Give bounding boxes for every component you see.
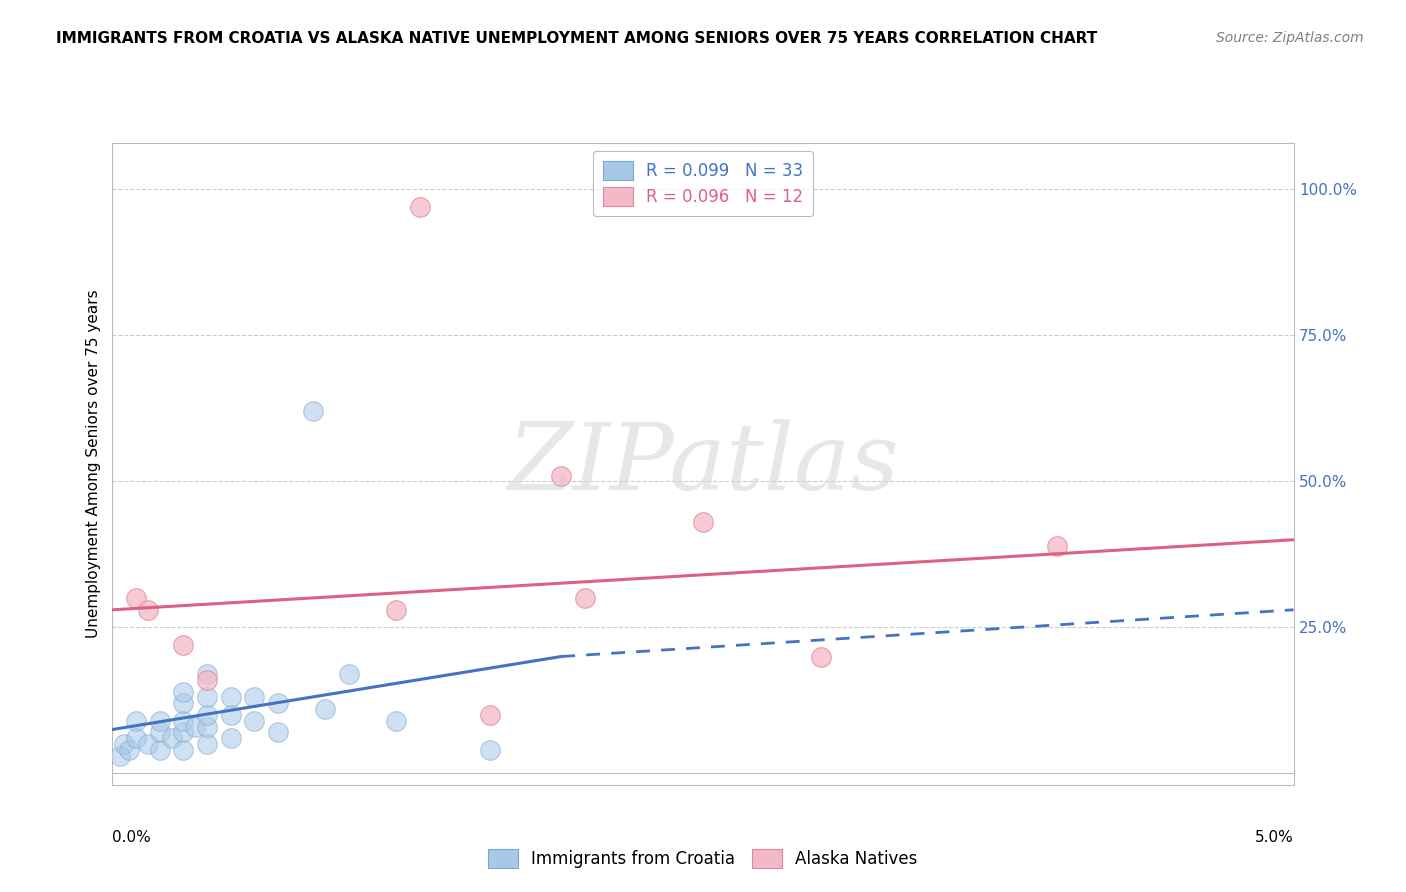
Point — [184, 720, 207, 734]
Y-axis label: Unemployment Among Seniors over 75 years: Unemployment Among Seniors over 75 years — [86, 290, 101, 638]
Point — [314, 702, 336, 716]
Point — [243, 714, 266, 728]
Point — [172, 725, 194, 739]
Point — [149, 725, 172, 739]
Text: 0.0%: 0.0% — [112, 830, 152, 845]
Point — [810, 649, 832, 664]
Point — [574, 591, 596, 606]
Point — [112, 737, 135, 751]
Point — [1046, 539, 1069, 553]
Point — [172, 696, 194, 710]
Point — [160, 731, 183, 746]
Text: Source: ZipAtlas.com: Source: ZipAtlas.com — [1216, 31, 1364, 45]
Point — [118, 743, 141, 757]
Point — [136, 603, 159, 617]
Legend: R = 0.099   N = 33, R = 0.096   N = 12: R = 0.099 N = 33, R = 0.096 N = 12 — [593, 151, 813, 216]
Point — [108, 748, 131, 763]
Point — [136, 737, 159, 751]
Point — [219, 731, 242, 746]
Point — [219, 690, 242, 705]
Point — [195, 690, 218, 705]
Point — [267, 725, 290, 739]
Point — [337, 667, 360, 681]
Point — [479, 743, 502, 757]
Point — [125, 731, 148, 746]
Point — [195, 673, 218, 687]
Point — [408, 200, 430, 214]
Point — [385, 603, 408, 617]
Text: 5.0%: 5.0% — [1254, 830, 1294, 845]
Point — [550, 468, 572, 483]
Legend: Immigrants from Croatia, Alaska Natives: Immigrants from Croatia, Alaska Natives — [481, 842, 925, 875]
Point — [195, 667, 218, 681]
Point — [385, 714, 408, 728]
Point — [692, 515, 714, 529]
Point — [149, 714, 172, 728]
Text: IMMIGRANTS FROM CROATIA VS ALASKA NATIVE UNEMPLOYMENT AMONG SENIORS OVER 75 YEAR: IMMIGRANTS FROM CROATIA VS ALASKA NATIVE… — [56, 31, 1098, 46]
Point — [479, 707, 502, 722]
Point — [195, 720, 218, 734]
Point — [149, 743, 172, 757]
Point — [125, 714, 148, 728]
Point — [125, 591, 148, 606]
Point — [172, 714, 194, 728]
Point — [195, 707, 218, 722]
Point — [172, 743, 194, 757]
Point — [195, 737, 218, 751]
Point — [302, 404, 325, 418]
Point — [243, 690, 266, 705]
Point — [219, 707, 242, 722]
Point — [172, 684, 194, 698]
Text: ZIPatlas: ZIPatlas — [508, 419, 898, 508]
Point — [267, 696, 290, 710]
Point — [172, 638, 194, 652]
